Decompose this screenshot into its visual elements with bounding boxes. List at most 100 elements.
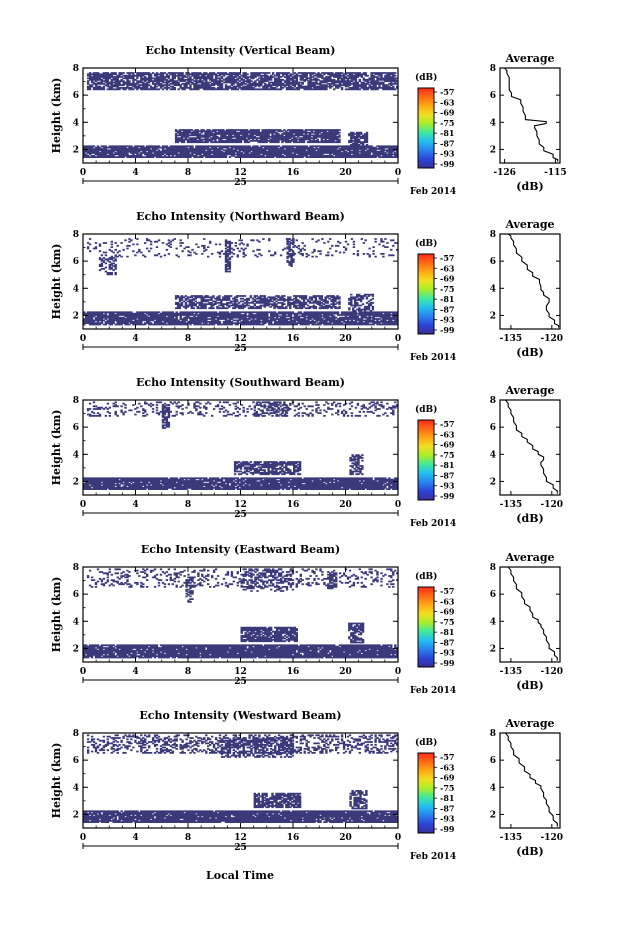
x-tick-label: 12 [234, 667, 247, 677]
y-axis-label: Height (km) [50, 410, 63, 486]
average-frame [499, 566, 561, 663]
colorbar-tick-label: -75 [440, 783, 454, 793]
date-day-label: 25 [234, 178, 247, 188]
echo-pixels [83, 734, 398, 823]
beam-panel: Echo Intensity (Northward Beam) Height (k… [50, 210, 563, 363]
average-profile-line [507, 233, 560, 328]
x-tick-label: 8 [185, 334, 191, 344]
echo-region [349, 790, 368, 810]
average-x-tick-label: -135 [500, 334, 523, 344]
x-tick-label: 20 [339, 833, 352, 843]
echo-region [83, 311, 398, 326]
x-tick-label: 8 [185, 833, 191, 843]
colorbar [417, 752, 435, 834]
panel-title: Echo Intensity (Westward Beam) [139, 709, 341, 722]
colorbar-tick-label: -87 [440, 470, 454, 480]
average-y-tick-label: 4 [490, 617, 496, 627]
x-tick-label: 0 [80, 334, 86, 344]
panel-title: Echo Intensity (Vertical Beam) [145, 44, 335, 57]
x-tick-label: 0 [395, 334, 401, 344]
x-tick-label: 12 [234, 500, 247, 510]
panel-title: Echo Intensity (Northward Beam) [136, 210, 345, 223]
colorbar-tick-label: -99 [440, 159, 455, 169]
colorbar-tick-label: -75 [440, 284, 454, 294]
y-axis-label: Height (km) [50, 577, 63, 653]
average-x-tick-label: -120 [541, 833, 564, 843]
panel-title: Echo Intensity (Southward Beam) [136, 376, 345, 389]
average-profile-line [504, 67, 559, 162]
colorbar-tick-label: -93 [440, 648, 455, 658]
y-tick-label: 8 [73, 729, 79, 739]
echo-region [253, 401, 292, 417]
average-y-tick-label: 2 [490, 311, 496, 321]
average-frame [499, 233, 561, 330]
colorbar-tick-label: -87 [440, 138, 454, 148]
average-y-tick-label: 6 [490, 91, 496, 101]
x-tick-label: 0 [395, 168, 401, 178]
colorbar-tick-label: -63 [440, 263, 455, 273]
echo-region [220, 737, 295, 758]
colorbar-tick-label: -81 [440, 627, 454, 637]
date-month-label: Feb 2014 [410, 852, 456, 862]
colorbar-tick-label: -63 [440, 97, 455, 107]
y-axis-label: Height (km) [50, 244, 63, 320]
date-day-label: 25 [234, 344, 247, 354]
echo-pixels [83, 238, 398, 326]
average-y-tick-label: 4 [490, 450, 496, 460]
colorbar-tick-label: -69 [440, 274, 455, 284]
colorbar-tick-label: -75 [440, 118, 454, 128]
colorbar-tick-label: -81 [440, 460, 454, 470]
average-title: Average [504, 384, 554, 397]
x-tick-label: 0 [80, 500, 86, 510]
echo-region [327, 571, 338, 590]
average-x-tick-label: -120 [541, 500, 564, 510]
echo-region [224, 240, 232, 273]
echo-region [83, 145, 398, 158]
colorbar-unit: (dB) [415, 238, 437, 249]
colorbar-tick-label: -69 [440, 773, 455, 783]
echo-region [86, 401, 398, 417]
colorbar-tick-label: -81 [440, 793, 454, 803]
colorbar-unit: (dB) [415, 737, 437, 748]
average-title: Average [504, 717, 554, 730]
colorbar-tick-label: -57 [440, 87, 454, 97]
echo-region [240, 568, 295, 592]
average-x-tick-label: -135 [500, 833, 523, 843]
x-tick-label: 8 [185, 500, 191, 510]
average-y-tick-label: 4 [490, 783, 496, 793]
average-profile-line [507, 566, 558, 661]
x-tick-label: 12 [234, 334, 247, 344]
average-y-tick-label: 2 [490, 477, 496, 487]
average-x-tick-label: -135 [500, 667, 523, 677]
average-x-label: (dB) [516, 346, 543, 359]
echo-region [348, 293, 375, 312]
average-y-tick-label: 8 [490, 563, 496, 573]
y-tick-label: 6 [73, 756, 79, 766]
date-month-label: Feb 2014 [410, 353, 456, 363]
colorbar-unit: (dB) [415, 404, 437, 415]
average-title: Average [504, 551, 554, 564]
colorbar-tick-label: -87 [440, 803, 454, 813]
x-tick-label: 16 [287, 833, 300, 843]
average-x-tick-label: -120 [541, 667, 564, 677]
colorbar-tick-label: -99 [440, 325, 455, 335]
y-tick-label: 2 [73, 810, 79, 820]
echo-pixels [83, 401, 398, 490]
colorbar-tick-label: -57 [440, 253, 454, 263]
average-frame [499, 732, 561, 829]
average-x-tick-label: -120 [541, 334, 564, 344]
echo-region [86, 568, 398, 588]
y-tick-label: 6 [73, 91, 79, 101]
colorbar-tick-label: -99 [440, 824, 455, 834]
colorbar [417, 419, 435, 501]
colorbar-tick-label: -75 [440, 617, 454, 627]
average-x-label: (dB) [516, 679, 543, 692]
colorbar-tick-label: -63 [440, 429, 455, 439]
colorbar-tick-label: -69 [440, 108, 455, 118]
echo-region [174, 295, 341, 310]
average-y-tick-label: 2 [490, 145, 496, 155]
x-tick-label: 4 [132, 334, 138, 344]
beam-panel: Echo Intensity (Eastward Beam) Height (km… [50, 543, 563, 696]
average-frame [499, 67, 561, 164]
average-y-tick-label: 8 [490, 64, 496, 74]
